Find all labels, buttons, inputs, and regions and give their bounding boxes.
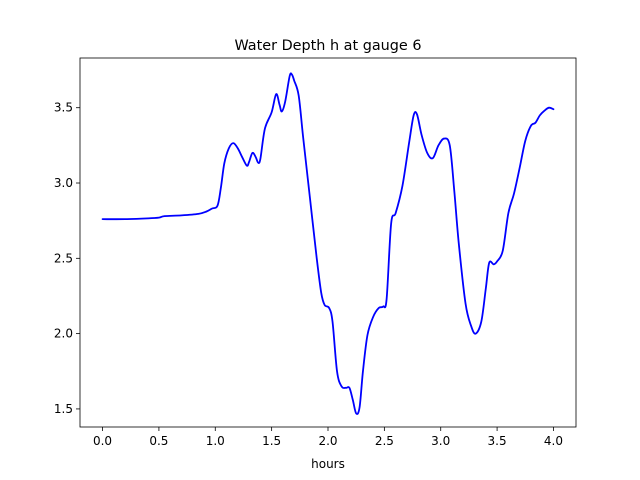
x-tick-label: 2.5 (375, 434, 394, 448)
x-tick-label: 4.0 (544, 434, 563, 448)
x-tick-label: 0.5 (149, 434, 168, 448)
axis-ticks: 0.0 0.5 1.0 1.5 2.0 2.5 3.0 3.5 4.0 1.5 2.0 2.5 3.0 3… (54, 101, 563, 448)
x-tick-label: 3.0 (431, 434, 450, 448)
x-tick-label: 1.5 (262, 434, 281, 448)
x-tick-label: 1.0 (206, 434, 225, 448)
y-tick-label: 2.0 (54, 327, 73, 341)
x-tick-label: 2.0 (318, 434, 337, 448)
x-axis-label: hours (311, 457, 345, 471)
y-tick-label: 1.5 (54, 402, 73, 416)
chart-title: Water Depth h at gauge 6 (234, 38, 421, 54)
axes-frame (79, 57, 577, 428)
y-tick-label: 3.0 (54, 176, 73, 190)
x-tick-label: 3.5 (488, 434, 507, 448)
y-tick-label: 3.5 (54, 101, 73, 115)
x-tick-label: 0.0 (93, 434, 112, 448)
y-tick-label: 2.5 (54, 251, 73, 265)
series-line (101, 72, 555, 415)
